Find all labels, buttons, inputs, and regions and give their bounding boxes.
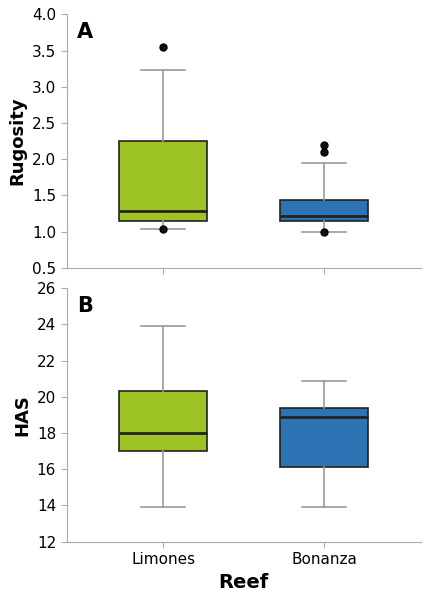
X-axis label: Reef: Reef <box>218 572 269 592</box>
PathPatch shape <box>119 141 207 221</box>
Y-axis label: Rugosity: Rugosity <box>8 97 26 185</box>
PathPatch shape <box>119 391 207 451</box>
Text: A: A <box>77 22 93 42</box>
Y-axis label: HAS: HAS <box>13 394 31 436</box>
PathPatch shape <box>280 408 369 467</box>
PathPatch shape <box>280 200 369 221</box>
Text: B: B <box>77 296 93 316</box>
